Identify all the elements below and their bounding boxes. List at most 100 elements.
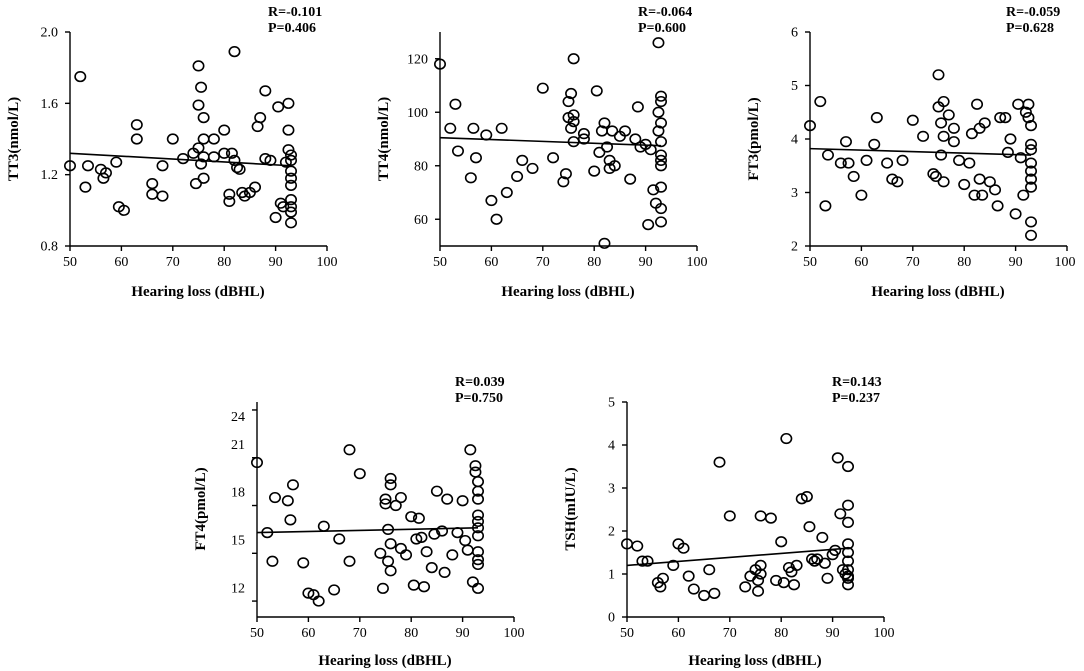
y-tick-label: 5 [791,79,798,94]
data-point [374,547,387,559]
x-tick-labels: 50 60 70 80 90 100 [620,626,895,641]
data-point [655,202,668,215]
data-point [384,565,397,577]
data-point [282,144,295,156]
data-point [192,142,205,154]
data-point [328,584,341,596]
data-point [285,165,298,177]
stat-p: P=0.406 [268,21,316,36]
data-point [752,585,765,597]
data-point [516,154,529,166]
data-point [968,189,981,201]
data-point [1014,152,1027,164]
y-tick-label: 18 [231,486,245,501]
x-tick-label: 60 [114,255,128,270]
data-point [343,555,356,567]
data-point [559,168,572,180]
data-point [655,154,668,166]
data-point [99,167,112,179]
x-tick-label: 90 [1009,255,1023,270]
data-point [451,145,464,157]
data-point [536,82,549,94]
data-point [698,589,711,602]
data-point [631,540,644,552]
y-tick-label: 5 [608,396,615,411]
data-point [870,111,883,124]
x-tick-label: 100 [317,255,338,270]
panel-tsh: 0 1 2 3 4 5 50 60 70 80 90 100 Hearing l… [563,375,895,669]
x-tick-label: 90 [639,255,653,270]
data-point [382,523,395,536]
data-point [64,160,77,172]
stat-p: P=0.237 [832,391,880,406]
data-point [937,95,950,108]
data-point [472,558,485,571]
data-point [218,147,231,159]
data-point [963,157,976,169]
data-point [655,216,668,228]
data-point [834,508,847,520]
data-point [264,154,277,166]
data-point [976,189,989,201]
data-point [464,444,477,456]
data-point [472,493,485,505]
data-point [456,495,469,507]
data-point [631,101,644,113]
data-point [881,157,894,169]
data-point [405,511,418,523]
data-point [297,557,310,569]
data-point [394,542,407,555]
data-point [156,160,169,172]
data-point [667,559,680,572]
data-point [469,460,482,472]
data-point [1017,189,1030,201]
x-tick-label: 100 [1055,255,1076,270]
data-point [472,582,485,594]
data-point [110,156,123,168]
data-point [272,101,285,113]
panel-tt4: 60 80 100 120 50 60 70 80 90 100 Hearing… [376,5,708,300]
x-tick-label: 80 [404,626,418,641]
panel-tt3: 2.0 1.6 1.2 0.8 50 60 70 80 90 100 Heari… [6,5,338,300]
data-point [803,120,816,132]
x-tick-label: 60 [854,255,868,270]
data-point [81,160,94,172]
data-point [192,99,205,111]
data-point [412,512,425,524]
y-tick-label: 1 [608,568,615,583]
y-tick-label: 120 [407,52,428,67]
data-point [775,536,788,548]
stat-r: R=0.143 [832,375,882,390]
data-point [619,125,632,137]
data-points [803,69,1038,241]
x-axis-label: Hearing loss (dBHL) [318,653,451,669]
data-point [593,146,606,158]
data-point [1001,146,1014,158]
x-tick-label: 100 [504,626,525,641]
data-point [917,130,930,142]
data-point [282,124,295,136]
data-point [708,587,721,599]
data-point [814,95,827,108]
data-point [1025,165,1038,177]
data-points [64,46,298,229]
data-point [842,516,855,529]
data-point [790,559,803,572]
data-point [466,576,479,588]
data-point [929,170,942,183]
stat-p: P=0.628 [1006,21,1054,36]
data-point [189,177,202,190]
data-point [192,60,205,72]
data-point [842,157,855,169]
data-point [146,177,159,190]
data-point [989,184,1002,196]
data-point [655,149,668,161]
data-point [156,190,169,202]
y-tick-label: 6 [791,26,798,41]
x-tick-label: 80 [957,255,971,270]
data-point [223,195,236,208]
data-point [74,70,87,83]
data-point [655,160,668,172]
data-point [268,491,281,504]
data-point [847,170,860,183]
